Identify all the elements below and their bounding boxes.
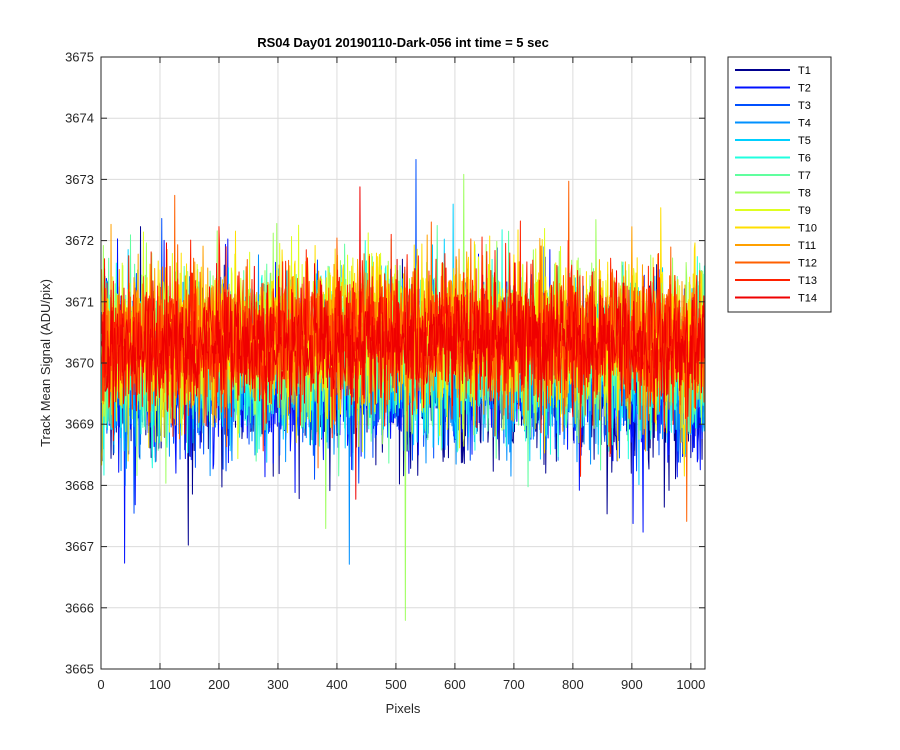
y-tick-label: 3675 [65, 50, 94, 65]
y-tick-label: 3674 [65, 111, 94, 126]
y-tick-label: 3668 [65, 478, 94, 493]
x-tick-label: 200 [208, 677, 230, 692]
x-tick-label: 300 [267, 677, 289, 692]
y-tick-label: 3666 [65, 600, 94, 615]
y-tick-label: 3672 [65, 233, 94, 248]
x-tick-label: 700 [503, 677, 525, 692]
axis-ticks: 0 100 200 300 400 500 600 700 800 900 1000 3665 3666… [65, 50, 705, 693]
x-tick-label: 800 [562, 677, 584, 692]
y-tick-label: 3669 [65, 417, 94, 432]
x-axis-label: Pixels [386, 701, 421, 716]
legend-box [727, 56, 832, 313]
plot-series-group [101, 158, 705, 621]
legend-label-t1: T1 [798, 65, 811, 77]
legend: T1 T2 T3 T4 T5 T6 T7 T8 T9 T10 T11 T12 T13 T14 [727, 56, 832, 313]
legend-label-t7: T7 [798, 170, 811, 182]
x-tick-label: 400 [326, 677, 348, 692]
x-tick-label: 600 [444, 677, 466, 692]
y-tick-label: 3670 [65, 356, 94, 371]
series-line-t14 [101, 186, 705, 500]
legend-label-t13: T13 [798, 275, 817, 287]
x-tick-label: 1000 [676, 677, 705, 692]
legend-label-t9: T9 [798, 205, 811, 217]
legend-label-t11: T11 [798, 240, 816, 252]
y-tick-label: 3673 [65, 172, 94, 187]
y-tick-label: 3667 [65, 539, 94, 554]
x-tick-label: 100 [149, 677, 171, 692]
legend-label-t2: T2 [798, 83, 811, 95]
legend-label-t8: T8 [798, 188, 811, 200]
x-tick-label: 900 [621, 677, 643, 692]
chart-title: RS04 Day01 20190110-Dark-056 int time = … [257, 35, 549, 50]
legend-label-t14: T14 [798, 293, 817, 305]
y-tick-label: 3671 [65, 294, 94, 309]
x-tick-label: 500 [385, 677, 407, 692]
x-tick-label: 0 [97, 677, 104, 692]
legend-label-t3: T3 [798, 100, 811, 112]
legend-label-t10: T10 [798, 223, 817, 235]
legend-label-t5: T5 [798, 135, 811, 147]
y-tick-label: 3665 [65, 662, 94, 677]
legend-label-t12: T12 [798, 258, 817, 270]
legend-label-t4: T4 [798, 118, 811, 130]
legend-label-t6: T6 [798, 153, 811, 165]
y-axis-label: Track Mean Signal (ADU/pix) [38, 279, 53, 447]
